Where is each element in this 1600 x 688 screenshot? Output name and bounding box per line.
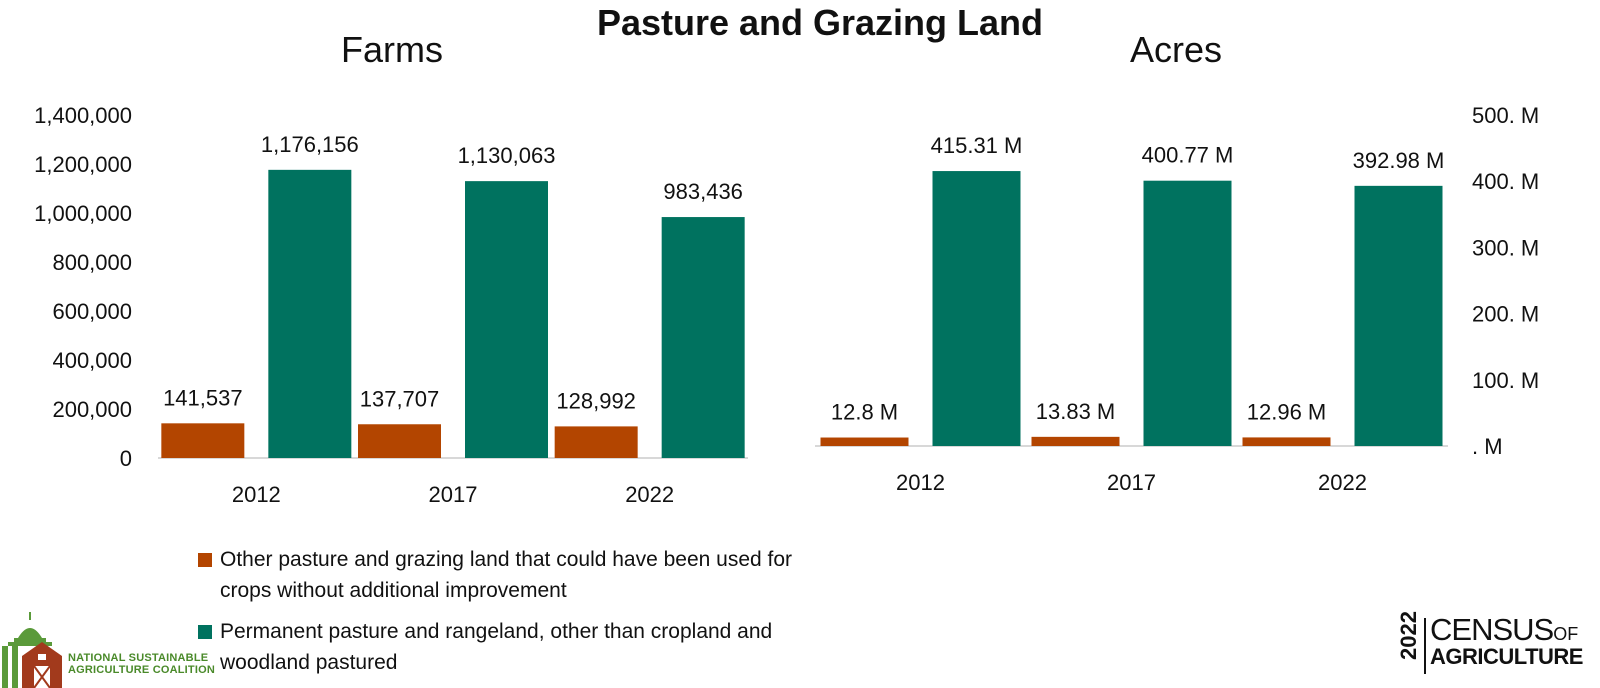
acres-bar-permanent-2012 [932, 171, 1021, 447]
farms-ytick-label: 600,000 [52, 299, 132, 324]
farms-ytick-label: 1,200,000 [34, 152, 132, 177]
census-logo-divider [1424, 618, 1426, 674]
farms-data-label-permanent-2022: 983,436 [663, 179, 743, 204]
farms-subtitle: Farms [341, 29, 443, 70]
acres-subtitle: Acres [1130, 29, 1222, 70]
acres-bar-other-2022 [1242, 437, 1331, 446]
acres-xtick-label-2012: 2012 [896, 470, 945, 495]
farms-ytick-label: 400,000 [52, 348, 132, 373]
acres-ytick-label: 200. M [1472, 302, 1539, 327]
acres-ytick-label: 300. M [1472, 235, 1539, 260]
nsac-line2: AGRICULTURE COALITION [68, 664, 215, 676]
farms-ytick-label: 0 [120, 446, 132, 471]
farms-chart: Farms 0 200,000 400,000 600,000 800,000 1,000,… [34, 29, 748, 507]
acres-data-label-permanent-2017: 400.77 M [1142, 143, 1234, 168]
farms-ytick-label: 1,000,000 [34, 201, 132, 226]
farms-ytick-label: 200,000 [52, 397, 132, 422]
acres-bar-other-2017 [1031, 436, 1120, 446]
legend: Other pasture and grazing land that coul… [198, 544, 818, 688]
acres-data-label-other-2022: 12.96 M [1247, 399, 1327, 424]
farms-data-label-other-2017: 137,707 [360, 386, 440, 411]
farms-data-label-other-2022: 128,992 [556, 388, 636, 413]
barn-icon [22, 642, 62, 688]
acres-chart: Acres . M 100. M 200. M 300. M 400. M 500. M 12… [815, 29, 1539, 495]
farms-bar-permanent-2022 [661, 217, 745, 458]
acres-xtick-label-2017: 2017 [1107, 470, 1156, 495]
nsac-line1: NATIONAL SUSTAINABLE [68, 652, 209, 664]
legend-item-permanent-pasture: Permanent pasture and rangeland, other t… [198, 616, 818, 678]
farms-data-label-other-2012: 141,537 [163, 385, 243, 410]
legend-swatch-other-pasture [198, 553, 212, 567]
legend-label-other-pasture: Other pasture and grazing land that coul… [220, 548, 793, 602]
acres-ytick-label: 100. M [1472, 368, 1539, 393]
legend-item-other-pasture: Other pasture and grazing land that coul… [198, 544, 818, 606]
chart-title: Pasture and Grazing Land [596, 2, 1044, 43]
capitol-dome-icon [2, 612, 52, 688]
farms-data-label-permanent-2017: 1,130,063 [458, 143, 556, 168]
acres-ytick-label: 400. M [1472, 169, 1539, 194]
nsac-logo [2, 612, 62, 688]
census-logo-word: CENSUSOF [1430, 612, 1578, 648]
acres-xtick-label-2022: 2022 [1318, 470, 1367, 495]
farms-bar-permanent-2017 [465, 181, 548, 458]
census-logo-year: 2022 [1396, 611, 1421, 660]
farms-ytick-label: 1,400,000 [34, 103, 132, 128]
census-logo-of: OF [1553, 624, 1579, 644]
legend-label-permanent-pasture: Permanent pasture and rangeland, other t… [220, 620, 773, 674]
farms-data-label-permanent-2012: 1,176,156 [261, 132, 359, 157]
farms-bar-other-2022 [554, 426, 638, 458]
acres-data-label-permanent-2022: 392.98 M [1353, 148, 1445, 173]
farms-xtick-label-2017: 2017 [429, 482, 478, 507]
farms-bar-permanent-2012 [268, 169, 352, 458]
acres-ytick-label: 500. M [1472, 103, 1539, 128]
census-logo-agriculture: AGRICULTURE [1430, 644, 1583, 669]
farms-bar-other-2017 [358, 424, 441, 458]
chart-canvas: Farms 0 200,000 400,000 600,000 800,000 1,000,… [34, 29, 1539, 507]
farms-xtick-label-2012: 2012 [232, 482, 281, 507]
census-logo-census: CENSUS [1430, 612, 1554, 647]
farms-ytick-label: 800,000 [52, 250, 132, 275]
acres-bar-permanent-2017 [1143, 180, 1232, 447]
farms-bar-other-2012 [161, 423, 245, 458]
legend-swatch-permanent-pasture [198, 625, 212, 639]
acres-bar-other-2012 [820, 437, 909, 446]
acres-ytick-label: . M [1472, 434, 1503, 459]
acres-data-label-other-2012: 12.8 M [831, 400, 898, 425]
nsac-logo-text: NATIONAL SUSTAINABLE AGRICULTURE COALITI… [68, 652, 215, 676]
acres-data-label-permanent-2012: 415.31 M [931, 133, 1023, 158]
acres-data-label-other-2017: 13.83 M [1036, 399, 1116, 424]
farms-xtick-label-2022: 2022 [625, 482, 674, 507]
acres-bar-permanent-2022 [1354, 185, 1443, 447]
